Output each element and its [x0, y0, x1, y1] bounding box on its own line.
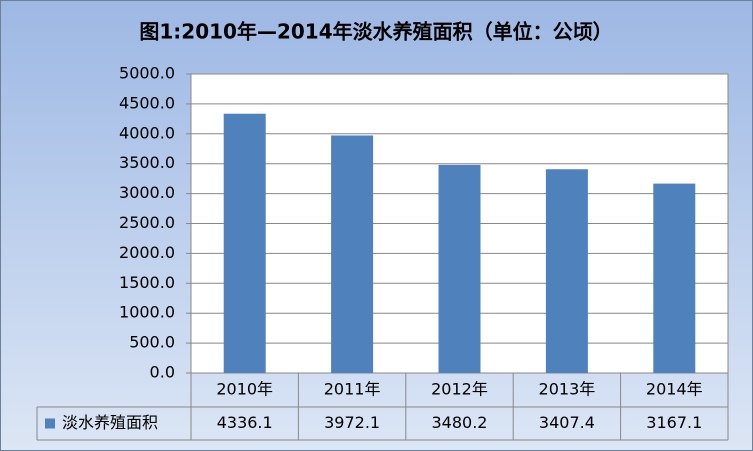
table-value: 3972.1 [324, 413, 380, 432]
chart-title: 图1:2010年—2014年淡水养殖面积（单位：公顷） [139, 20, 612, 44]
y-tick-label: 1000.0 [119, 303, 175, 322]
y-tick-label: 4000.0 [119, 123, 175, 142]
bar [653, 183, 696, 373]
x-tick-label: 2011年 [324, 380, 381, 399]
bar [223, 113, 266, 373]
y-tick-label: 3000.0 [119, 183, 175, 202]
x-tick-label: 2014年 [646, 380, 703, 399]
y-tick-label: 1500.0 [119, 273, 175, 292]
table-value: 4336.1 [217, 413, 273, 432]
x-tick-label: 2010年 [216, 380, 273, 399]
table-value: 3480.2 [432, 413, 488, 432]
legend-label: 淡水养殖面积 [62, 413, 158, 432]
x-tick-label: 2013年 [539, 380, 596, 399]
bar [438, 164, 481, 373]
y-tick-label: 2000.0 [119, 243, 175, 262]
y-tick-label: 2500.0 [119, 213, 175, 232]
y-tick-label: 3500.0 [119, 153, 175, 172]
table-value: 3167.1 [646, 413, 702, 432]
y-tick-label: 4500.0 [119, 93, 175, 112]
y-tick-label: 5000.0 [119, 64, 175, 83]
bar [545, 169, 588, 373]
legend-key [45, 418, 55, 429]
bar [331, 135, 374, 373]
y-tick-label: 500.0 [129, 333, 175, 352]
y-tick-label: 0.0 [150, 363, 175, 382]
table-value: 3407.4 [539, 413, 595, 432]
x-tick-label: 2012年 [431, 380, 488, 399]
